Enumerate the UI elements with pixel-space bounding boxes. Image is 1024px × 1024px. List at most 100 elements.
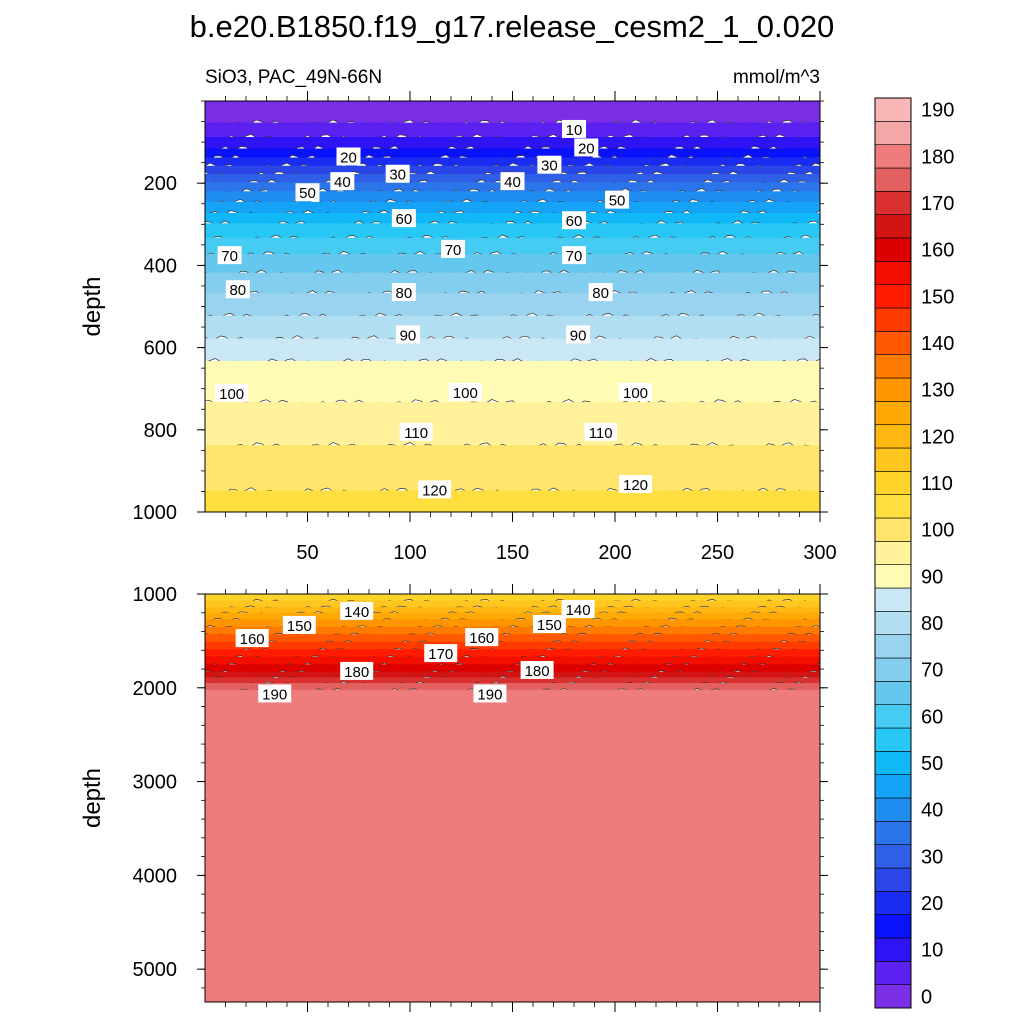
- colorbar-swatch: [874, 984, 912, 1009]
- contour-label-text: 80: [396, 285, 413, 302]
- contour-band: [205, 360, 820, 407]
- panel-1: 200 400 600 800 1000 50 100 150 200 250 300 depth 10…: [79, 91, 837, 564]
- y-tick-label: 800: [144, 420, 177, 442]
- contour-label: 100: [215, 383, 249, 403]
- colorbar-swatch: [874, 961, 912, 985]
- contour-label-box: [340, 661, 374, 680]
- colorbar-tick-label: 0: [921, 986, 932, 1008]
- contour-label-box: [418, 480, 452, 499]
- colorbar-swatch: [874, 611, 912, 635]
- contour-label-text: 20: [578, 140, 595, 157]
- contour-label-box: [336, 147, 361, 166]
- contour-band: [205, 402, 820, 450]
- colorbar-swatch: [874, 727, 912, 752]
- contour-label: 30: [537, 155, 562, 175]
- colorbar-tick-label: 110: [921, 473, 953, 495]
- contour-label: 50: [295, 183, 320, 202]
- colorbar-swatch: [874, 354, 912, 379]
- x-tick-label: 300: [803, 542, 836, 564]
- contour-label: 20: [336, 147, 361, 166]
- y-tick-label: 3000: [133, 772, 178, 794]
- colorbar-swatch: [874, 681, 912, 705]
- colorbar-tick-label: 190: [921, 100, 954, 122]
- contour-label: 140: [561, 600, 595, 619]
- contour-band: [205, 254, 820, 278]
- colorbar-tick-label: 160: [921, 240, 954, 262]
- colorbar-swatch: [874, 914, 912, 939]
- contour-label: 180: [520, 660, 554, 680]
- colorbar-swatch: [874, 401, 912, 425]
- colorbar-tick-label: 140: [921, 333, 954, 355]
- contour-label: 100: [448, 382, 482, 402]
- contour-label-text: 160: [469, 630, 494, 647]
- colorbar-swatch: [874, 844, 912, 869]
- colorbar-swatch: [874, 191, 912, 215]
- colorbar-swatch: [874, 704, 912, 729]
- contour-label-box: [441, 239, 466, 258]
- colorbar-tick-label: 10: [921, 940, 943, 962]
- contour-label-box: [605, 190, 630, 209]
- contour-label-box: [574, 138, 599, 157]
- colorbar-tick-label: 20: [921, 893, 943, 915]
- y-axis-label: depth: [79, 768, 106, 828]
- colorbar-swatch: [874, 237, 912, 262]
- contour-label-box: [465, 628, 499, 647]
- contour-label: 80: [225, 280, 250, 299]
- colorbar-swatch: [874, 797, 912, 822]
- contour-label: 150: [282, 615, 316, 635]
- contour-label: 120: [418, 480, 452, 499]
- contour-label-text: 150: [537, 617, 562, 634]
- contour-label-box: [399, 422, 433, 441]
- y-tick-label: 2000: [133, 678, 178, 700]
- contour-label-text: 90: [570, 327, 587, 344]
- x-tick-label: 250: [701, 542, 734, 564]
- contour-label-text: 50: [299, 185, 316, 202]
- colorbar-swatch: [874, 261, 912, 285]
- contour-label: 10: [562, 119, 586, 139]
- contour-label-text: 60: [396, 211, 413, 228]
- colorbar-swatch: [874, 634, 912, 659]
- colorbar-tick-label: 30: [921, 846, 943, 868]
- y-tick-label: 4000: [133, 865, 178, 887]
- contour-label-text: 150: [287, 618, 312, 635]
- contour-label: 20: [574, 138, 599, 157]
- contour-label: 160: [235, 629, 269, 648]
- colorbar-tick-label: 150: [921, 286, 954, 308]
- contour-label-text: 30: [389, 167, 406, 184]
- contour-label-text: 50: [609, 193, 626, 210]
- contour-label-text: 120: [623, 477, 648, 494]
- colorbar-tick-label: 80: [921, 613, 943, 635]
- contour-label-text: 140: [566, 602, 591, 619]
- contour-band: [205, 445, 820, 496]
- y-tick-label: 1000: [133, 584, 178, 606]
- colorbar-swatch: [874, 657, 912, 682]
- chart-units-label: mmol/m^3: [733, 67, 820, 88]
- contour-label-text: 110: [589, 425, 613, 442]
- contour-label: 70: [441, 239, 466, 259]
- contour-label-text: 140: [344, 604, 369, 621]
- contour-label: 150: [532, 615, 566, 634]
- colorbar-swatch: [874, 167, 912, 192]
- colorbar-swatch: [874, 214, 912, 239]
- contour-label-text: 100: [219, 386, 244, 403]
- chart-subtitle-left: SiO3, PAC_49N-66N: [205, 67, 382, 88]
- colorbar-swatch: [874, 307, 912, 332]
- colorbar-frame: [874, 97, 912, 1009]
- y-tick-label: 5000: [133, 959, 178, 981]
- contour-label-text: 30: [541, 158, 558, 175]
- contour-label: 80: [391, 283, 416, 302]
- contour-label-text: 120: [422, 482, 447, 499]
- contour-band: [205, 293, 820, 321]
- colorbar-tick-label: 120: [921, 426, 954, 448]
- contour-label-box: [395, 325, 420, 344]
- colorbar-tick-label: 180: [921, 146, 954, 168]
- contour-label: 190: [258, 684, 292, 703]
- y-axis-label: depth: [79, 276, 106, 336]
- contour-label-text: 190: [262, 686, 287, 703]
- contour-label-text: 160: [240, 631, 265, 648]
- contour-band: [205, 315, 820, 344]
- contour-label: 110: [399, 422, 433, 442]
- contour-label-box: [520, 660, 554, 679]
- contour-label-box: [282, 615, 316, 634]
